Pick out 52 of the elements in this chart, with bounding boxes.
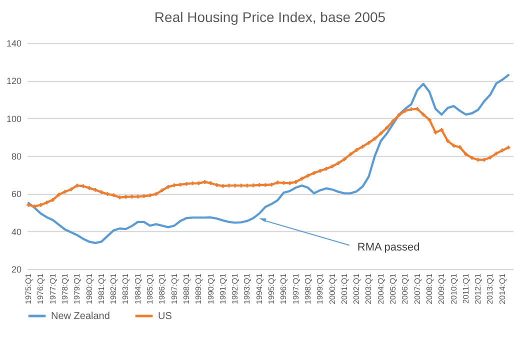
x-tick-label: 2009:Q1 [437, 272, 446, 304]
x-tick-label: 2014:Q1 [498, 272, 507, 304]
x-tick-label: 2002:Q1 [352, 272, 362, 304]
x-tick-label: 1983:Q1 [121, 272, 130, 304]
x-tick-label: 1979:Q1 [72, 272, 82, 304]
x-tick-label: 1993:Q1 [242, 272, 252, 304]
y-tick-label: 100 [6, 114, 22, 124]
x-tick-label: 2010:Q1 [449, 272, 458, 304]
x-tick-label: 2007:Q1 [412, 272, 422, 304]
x-tick-label: 1992:Q1 [230, 272, 240, 304]
x-tick-label: 1985:Q1 [146, 272, 155, 304]
x-tick-label: 2013:Q1 [486, 272, 495, 304]
x-tick-label: 1982:Q1 [109, 272, 118, 304]
x-tick-label: 1988:Q1 [182, 272, 191, 304]
y-tick-label: 60 [11, 189, 22, 200]
y-tick-label: 40 [11, 226, 22, 237]
x-tick-label: 1996:Q1 [279, 272, 288, 304]
x-tick-label: 1975:Q1 [24, 272, 34, 304]
legend-label: New Zealand [51, 311, 110, 322]
line-series [27, 74, 510, 244]
x-tick-label: 2012:Q1 [474, 272, 483, 304]
y-tick-label: 80 [11, 152, 22, 162]
x-tick-label: 1980:Q1 [84, 272, 94, 304]
x-tick-label: 1977:Q1 [48, 272, 58, 304]
x-tick-label: 1998:Q1 [303, 272, 312, 304]
legend-label: US [158, 311, 172, 322]
chart-title: Real Housing Price Index, base 2005 [154, 9, 386, 25]
x-tick-label: 2008:Q1 [424, 272, 434, 304]
x-tick-label: 2005:Q1 [388, 272, 398, 304]
y-tick-label: 120 [6, 76, 22, 86]
y-tick-label: 140 [6, 38, 22, 48]
y-tick-label: 20 [11, 264, 22, 274]
annotation: RMA passed [357, 241, 420, 254]
x-tick-label: 1990:Q1 [206, 272, 216, 304]
x-tick-label: 2004:Q1 [376, 272, 386, 304]
x-tick-label: 1991:Q1 [218, 272, 228, 304]
x-tick-label: 2003:Q1 [364, 272, 374, 304]
x-tick-label: 1981:Q1 [96, 272, 106, 304]
x-tick-label: 1986:Q1 [158, 272, 167, 304]
x-tick-label: 1976:Q1 [36, 272, 46, 304]
x-tick-label: 2006:Q1 [400, 272, 410, 304]
x-tick-label: 2011:Q1 [461, 272, 470, 304]
x-tick-label: 1994:Q1 [254, 272, 264, 304]
x-tick-label: 1999:Q1 [316, 272, 325, 304]
x-tick-label: 1978:Q1 [60, 272, 70, 304]
x-tick-label: 2000:Q1 [328, 272, 337, 304]
x-tick-label: 1989:Q1 [194, 272, 204, 304]
x-tick-label: 2001:Q1 [340, 272, 349, 304]
x-tick-label: 1997:Q1 [291, 272, 300, 304]
x-tick-label: 1995:Q1 [267, 272, 276, 304]
x-tick-label: 1984:Q1 [133, 272, 142, 304]
x-tick-label: 1987:Q1 [170, 272, 179, 304]
